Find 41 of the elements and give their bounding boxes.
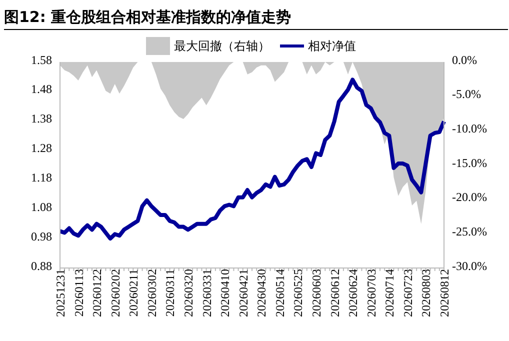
x-tick-label: 20260703 <box>364 269 378 317</box>
y2-tick-label: 0.0% <box>452 52 477 67</box>
x-tick-label: 20260421 <box>236 269 250 317</box>
x-tick-label: 20251231 <box>54 269 68 317</box>
y-tick-label: 1.58 <box>31 52 52 67</box>
x-tick-label: 20260311 <box>163 269 178 317</box>
y2-tick-label: -30.0% <box>452 258 487 273</box>
x-tick-label: 20260525 <box>291 269 306 317</box>
y2-tick-label: -10.0% <box>452 121 487 136</box>
y-tick-label: 1.28 <box>31 141 52 156</box>
x-tick-label: 20260612 <box>328 269 342 317</box>
x-tick-label: 20260624 <box>346 269 360 317</box>
y-tick-label: 1.18 <box>31 170 52 184</box>
y-tick-label: 1.08 <box>31 200 52 214</box>
x-tick-label: 20260430 <box>254 269 269 317</box>
x-tick-label: 20260331 <box>200 269 214 317</box>
x-tick-label: 20260603 <box>310 269 324 317</box>
x-tick-label: 20260320 <box>182 269 196 317</box>
x-tick-label: 20260122 <box>90 269 104 317</box>
y2-tick-label: -25.0% <box>452 224 487 238</box>
x-tick-label: 20260803 <box>419 269 434 317</box>
y2-tick-label: -20.0% <box>452 190 487 204</box>
y-tick-label: 0.98 <box>31 229 52 244</box>
x-tick-label: 20260113 <box>72 269 86 317</box>
x-tick-label: 20260514 <box>272 269 287 317</box>
x-tick-label: 20260410 <box>218 269 232 317</box>
y-tick-label: 0.88 <box>31 258 52 273</box>
x-tick-label: 20260714 <box>382 269 397 317</box>
y-tick-label: 1.48 <box>31 82 52 96</box>
x-tick-label: 20260202 <box>108 269 122 317</box>
y2-tick-label: -5.0% <box>452 87 481 102</box>
legend-label: 相对净值 <box>308 38 356 53</box>
chart-title: 图12: 重仓股组合相对基准指数的净值走势 <box>4 8 508 30</box>
legend-label: 最大回撤（右轴） <box>174 38 270 53</box>
x-tick-label: 20260812 <box>438 269 452 317</box>
y2-tick-label: -15.0% <box>452 156 487 170</box>
x-tick-label: 20260211 <box>126 269 141 317</box>
y-tick-label: 1.38 <box>31 112 52 126</box>
line-series <box>58 78 446 241</box>
x-tick-label: 20260723 <box>400 269 415 317</box>
x-tick-label: 20260302 <box>144 269 159 317</box>
